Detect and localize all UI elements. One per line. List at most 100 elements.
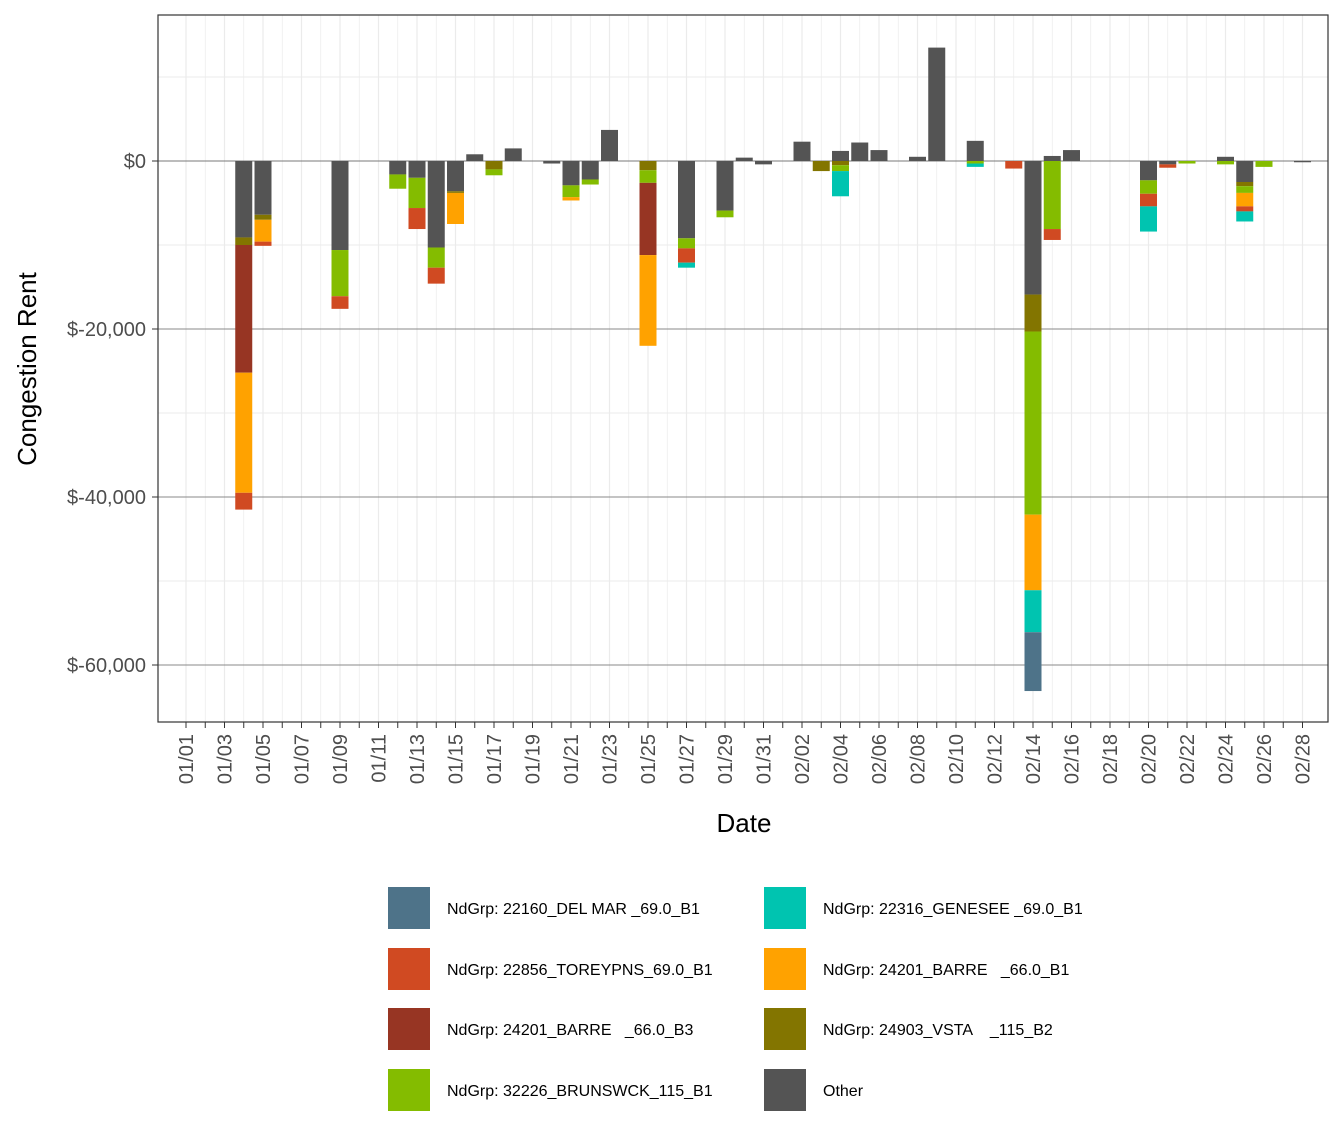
- x-tick-label: 02/14: [1023, 734, 1045, 784]
- x-tick-label: 01/09: [330, 734, 352, 784]
- legend-label: NdGrp: 24201_BARRE _66.0_B1: [823, 962, 1069, 979]
- bar-segment: [581, 179, 599, 185]
- bar-segment: [1236, 186, 1254, 193]
- bar-segment: [1236, 161, 1254, 182]
- bar-segment: [562, 161, 580, 186]
- legend: NdGrp: 22160_DEL MAR _69.0_B1 NdGrp: 2231…: [388, 887, 1083, 1111]
- x-tick-label: 02/26: [1254, 734, 1276, 784]
- x-tick-label: 01/03: [215, 734, 237, 784]
- bar-segment: [1236, 211, 1254, 222]
- bar-segment: [1043, 229, 1061, 240]
- bar-segment: [716, 210, 734, 218]
- bar-segment: [966, 161, 984, 164]
- x-tick-label: 02/10: [946, 734, 968, 784]
- bar-segment: [1236, 192, 1254, 207]
- legend-label: NdGrp: 24201_BARRE _66.0_B3: [447, 1022, 693, 1039]
- legend-swatch: [764, 1008, 806, 1050]
- x-tick-label: 02/08: [908, 734, 930, 784]
- bar-segment: [331, 296, 349, 309]
- x-tick-label: 01/11: [369, 734, 391, 783]
- y-tick-label: $-60,000: [67, 655, 146, 677]
- bar-segment: [1024, 632, 1042, 692]
- x-tick-label: 01/27: [677, 734, 699, 784]
- bar-segment: [427, 247, 445, 268]
- bar-segment: [235, 245, 253, 373]
- x-axis-ticks: 01/01 01/03 01/05 01/07 01/09 01/11 01/13 01/15…: [176, 722, 1315, 784]
- x-tick-label: 01/13: [407, 734, 429, 784]
- bar-segment: [447, 192, 464, 224]
- bar-segment: [678, 161, 695, 239]
- x-tick-label: 02/06: [869, 734, 891, 784]
- x-axis-title: Date: [717, 808, 772, 838]
- bar-segment: [331, 250, 349, 297]
- legend-label: NdGrp: 22160_DEL MAR _69.0_B1: [447, 901, 700, 918]
- y-tick-label: $0: [124, 151, 146, 173]
- bar-segment: [485, 169, 503, 176]
- bar-segment: [832, 150, 849, 161]
- legend-label: NdGrp: 22856_TOREYPNS_69.0_B1: [447, 962, 713, 979]
- y-axis-ticks: $0 $-20,000 $-40,000 $-60,000: [67, 151, 158, 677]
- bar-segment: [1159, 161, 1177, 165]
- y-tick-label: $-40,000: [67, 487, 146, 509]
- bar-segment: [427, 267, 445, 284]
- bar-segment: [832, 165, 849, 172]
- bar-segment: [755, 161, 772, 165]
- bar-segment: [1024, 331, 1042, 515]
- bar-segment: [389, 161, 407, 175]
- bar-segment: [1140, 193, 1157, 207]
- bar-segment: [678, 262, 695, 268]
- bar-segment: [235, 237, 253, 245]
- bar-segment: [639, 170, 657, 183]
- legend-swatch: [388, 948, 430, 990]
- bars: [235, 47, 1311, 692]
- panel-frame: [157, 14, 1329, 723]
- bar-segment: [235, 372, 253, 493]
- bar-segment: [1217, 161, 1234, 165]
- x-tick-label: 01/05: [253, 734, 275, 784]
- bar-segment: [1024, 294, 1042, 332]
- bar-segment: [870, 150, 888, 161]
- x-tick-label: 02/04: [831, 734, 853, 784]
- legend-label: NdGrp: 22316_GENESEE _69.0_B1: [823, 901, 1083, 918]
- bar-segment: [1255, 161, 1273, 167]
- x-tick-label: 01/29: [715, 734, 737, 784]
- bar-segment: [543, 161, 561, 164]
- bar-segment: [601, 129, 618, 161]
- bar-segment: [1024, 161, 1042, 295]
- x-tick-label: 02/28: [1293, 734, 1315, 784]
- bar-segment: [1063, 150, 1080, 161]
- bar-segment: [254, 214, 272, 220]
- bar-segment: [1005, 161, 1023, 169]
- bar-segment: [485, 161, 503, 170]
- bar-segment: [427, 161, 445, 248]
- x-tick-label: 01/23: [600, 734, 622, 784]
- bar-segment: [909, 156, 926, 161]
- grid-lines: [158, 15, 1328, 722]
- x-tick-label: 02/18: [1100, 734, 1122, 784]
- bar-segment: [1294, 161, 1311, 163]
- bar-segment: [678, 238, 695, 249]
- legend-label: NdGrp: 24903_VSTA _115_B2: [823, 1022, 1053, 1039]
- x-tick-label: 01/15: [446, 734, 468, 784]
- bar-segment: [851, 142, 869, 161]
- bar-segment: [716, 161, 734, 211]
- bar-segment: [1043, 155, 1061, 161]
- bar-segment: [447, 161, 464, 192]
- x-tick-label: 01/01: [176, 734, 198, 784]
- bar-segment: [562, 197, 580, 201]
- x-tick-label: 02/20: [1139, 734, 1161, 784]
- y-tick-label: $-20,000: [67, 319, 146, 341]
- x-tick-label: 02/12: [985, 734, 1007, 784]
- bar-segment: [678, 248, 695, 263]
- bar-segment: [1159, 164, 1177, 168]
- x-tick-label: 01/25: [638, 734, 660, 784]
- bar-segment: [1024, 514, 1042, 591]
- bar-segment: [466, 154, 484, 161]
- bar-segment: [581, 161, 599, 180]
- bar-segment: [254, 241, 272, 246]
- bar-segment: [1236, 182, 1254, 187]
- bar-segment: [447, 191, 464, 193]
- x-tick-label: 02/24: [1216, 734, 1238, 784]
- x-tick-label: 02/22: [1177, 734, 1199, 784]
- x-tick-label: 01/17: [484, 734, 506, 784]
